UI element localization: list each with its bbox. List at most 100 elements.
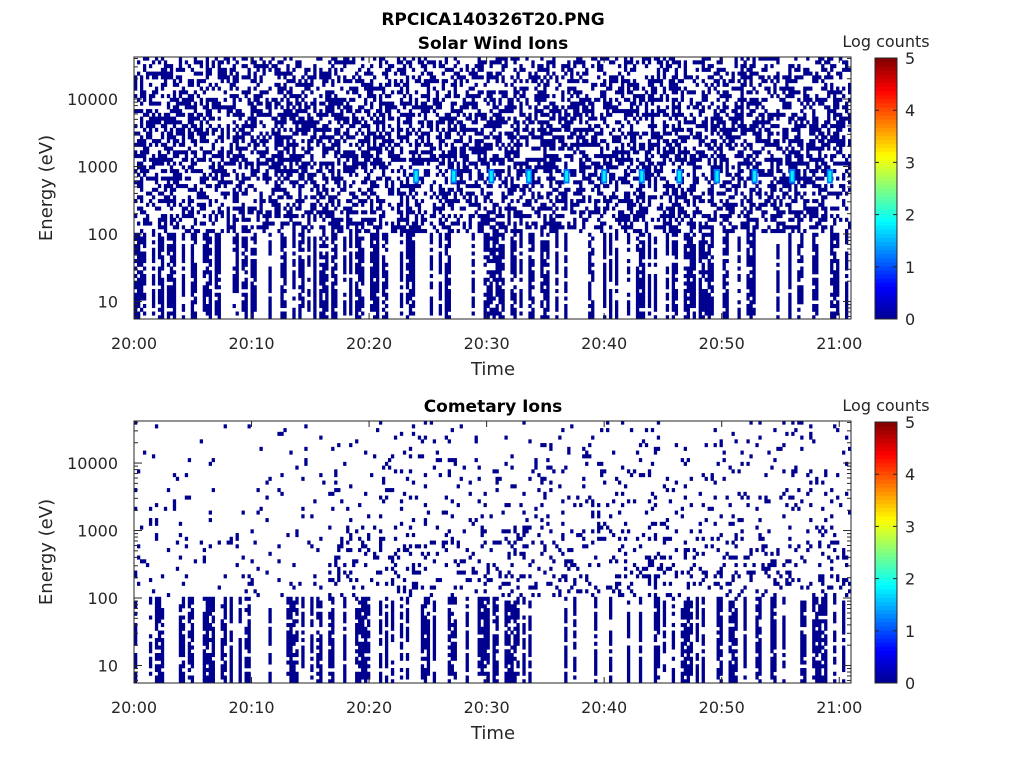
cell bbox=[277, 67, 281, 72]
cell bbox=[510, 244, 514, 249]
cell bbox=[175, 82, 180, 87]
cell bbox=[346, 157, 350, 162]
cell bbox=[492, 97, 496, 102]
cell bbox=[519, 161, 523, 166]
cell bbox=[208, 262, 212, 267]
cell bbox=[486, 94, 490, 99]
cell bbox=[199, 112, 204, 117]
cell bbox=[235, 195, 239, 200]
cell bbox=[217, 116, 221, 121]
cell bbox=[396, 135, 401, 140]
cell bbox=[620, 150, 625, 155]
cell bbox=[253, 236, 257, 241]
cell bbox=[483, 146, 487, 151]
cell bbox=[462, 165, 466, 170]
cell bbox=[528, 75, 532, 80]
cell bbox=[435, 206, 440, 211]
cell bbox=[136, 139, 141, 144]
cell bbox=[501, 300, 505, 305]
cell bbox=[555, 277, 559, 282]
cell bbox=[139, 277, 144, 282]
cell bbox=[211, 146, 215, 151]
cell bbox=[208, 124, 212, 129]
cell bbox=[489, 146, 493, 151]
cell bbox=[358, 146, 362, 151]
cell bbox=[277, 90, 281, 95]
cell bbox=[319, 270, 323, 275]
cell bbox=[609, 315, 613, 320]
cell bbox=[253, 285, 257, 290]
cell bbox=[614, 202, 619, 207]
cell bbox=[620, 109, 625, 114]
cell bbox=[438, 307, 443, 312]
cell bbox=[510, 82, 514, 87]
cell bbox=[280, 266, 284, 271]
cell bbox=[381, 266, 386, 271]
cell bbox=[331, 229, 335, 234]
cell bbox=[373, 75, 377, 80]
cell bbox=[546, 131, 550, 136]
cell bbox=[486, 101, 490, 106]
cell bbox=[480, 187, 484, 192]
cell bbox=[483, 244, 487, 249]
cell bbox=[438, 199, 443, 204]
cell bbox=[501, 296, 505, 301]
cell bbox=[232, 97, 236, 102]
cell bbox=[483, 311, 487, 316]
cell bbox=[334, 139, 338, 144]
cell bbox=[145, 124, 150, 129]
cell bbox=[157, 315, 162, 320]
cell bbox=[304, 124, 308, 129]
cell bbox=[178, 67, 183, 72]
cell bbox=[399, 180, 404, 185]
cell bbox=[256, 165, 260, 170]
cell bbox=[558, 221, 562, 226]
cell bbox=[373, 315, 377, 320]
cell bbox=[614, 270, 619, 275]
cell bbox=[384, 67, 389, 72]
cell bbox=[292, 311, 296, 316]
cell bbox=[483, 199, 487, 204]
cell bbox=[202, 176, 206, 181]
cell bbox=[456, 180, 460, 185]
cell bbox=[531, 75, 535, 80]
cell bbox=[277, 187, 281, 192]
cell bbox=[286, 195, 290, 200]
cell bbox=[364, 139, 368, 144]
cell bbox=[432, 210, 437, 215]
cell bbox=[384, 139, 389, 144]
cell bbox=[609, 86, 613, 91]
cell bbox=[304, 94, 308, 99]
cell bbox=[438, 105, 443, 110]
cell bbox=[331, 112, 335, 117]
cell bbox=[202, 214, 206, 219]
cell bbox=[301, 236, 305, 241]
cell bbox=[450, 75, 454, 80]
cell bbox=[208, 112, 212, 117]
cell bbox=[411, 150, 416, 155]
cell bbox=[355, 116, 359, 121]
cell bbox=[277, 60, 281, 65]
cell bbox=[609, 131, 613, 136]
cell bbox=[606, 161, 610, 166]
cell bbox=[543, 146, 547, 151]
cell bbox=[274, 120, 278, 125]
cell bbox=[504, 60, 508, 65]
cell bbox=[513, 221, 517, 226]
cell bbox=[328, 169, 332, 174]
cell bbox=[232, 105, 236, 110]
cell bbox=[298, 94, 302, 99]
cell bbox=[435, 127, 440, 132]
cell bbox=[614, 217, 619, 222]
cell bbox=[462, 124, 466, 129]
cell bbox=[352, 150, 356, 155]
cell bbox=[340, 124, 344, 129]
cell bbox=[319, 191, 323, 196]
cell bbox=[609, 232, 613, 237]
cell bbox=[175, 139, 180, 144]
cell bbox=[510, 311, 514, 316]
cell bbox=[268, 232, 272, 237]
cell bbox=[151, 101, 156, 106]
cell bbox=[226, 112, 230, 117]
cell bbox=[447, 157, 451, 162]
